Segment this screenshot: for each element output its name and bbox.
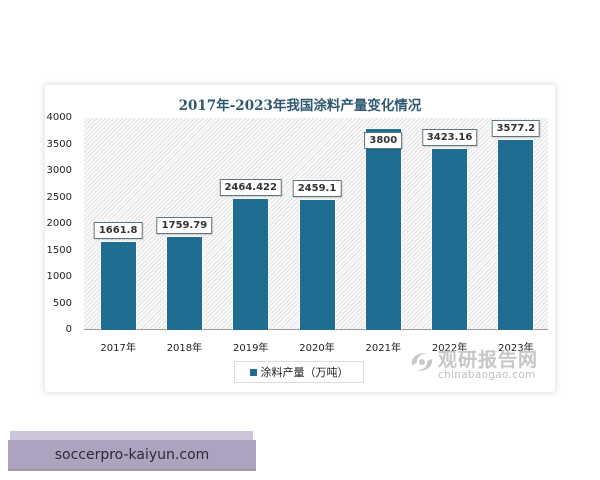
y-tick-label: 4000 [46, 112, 72, 123]
data-label: 2464.422 [219, 179, 282, 197]
x-tick-label: 2018年 [166, 343, 203, 354]
legend: 涂料产量（万吨） [234, 361, 364, 383]
bar [100, 241, 136, 330]
y-tick-label: 2500 [46, 191, 72, 203]
legend-label: 涂料产量（万吨） [260, 366, 349, 379]
data-label: 1661.8 [93, 221, 143, 239]
chart-title: 2017年-2023年我国涂料产量变化情况 [178, 98, 422, 114]
bar [233, 199, 269, 330]
bar [498, 140, 534, 330]
x-tick-label: 2017年 [100, 343, 136, 354]
data-label: 3577.2 [491, 120, 541, 138]
x-tick-label: 2023年 [498, 343, 534, 354]
y-tick-label: 2000 [46, 218, 72, 229]
banner-backdrop [10, 431, 253, 441]
x-tick-label: 2021年 [365, 343, 402, 354]
y-tick-label: 500 [52, 297, 72, 309]
y-tick-label: 1500 [46, 244, 72, 256]
bar [166, 236, 202, 330]
watermark-logo-icon [411, 353, 433, 371]
y-tick-label: 0 [65, 324, 72, 335]
watermark: 观研报告网 chinabaogao.com [408, 345, 548, 385]
bar [365, 128, 401, 330]
x-tick-label: 2019年 [232, 343, 269, 354]
data-label: 1759.79 [156, 216, 213, 234]
bar [299, 199, 335, 330]
watermark-domain: chinabaogao.com [438, 369, 536, 381]
legend-swatch [249, 368, 257, 376]
data-label: 3423.16 [421, 128, 478, 146]
bar [432, 148, 468, 330]
y-tick-label: 1000 [46, 271, 72, 282]
y-tick-label: 3500 [46, 138, 72, 150]
data-label: 3800 [364, 131, 403, 149]
site-banner[interactable]: soccerpro-kaiyun.com [8, 440, 256, 471]
banner-text: soccerpro-kaiyun.com [54, 446, 210, 463]
x-tick-label: 2022年 [431, 343, 468, 354]
data-label: 2459.1 [292, 179, 342, 197]
plot-area [84, 118, 548, 330]
watermark-name: 观研报告网 [438, 349, 539, 371]
x-tick-label: 2020年 [299, 343, 335, 354]
y-tick-label: 3000 [46, 165, 72, 176]
